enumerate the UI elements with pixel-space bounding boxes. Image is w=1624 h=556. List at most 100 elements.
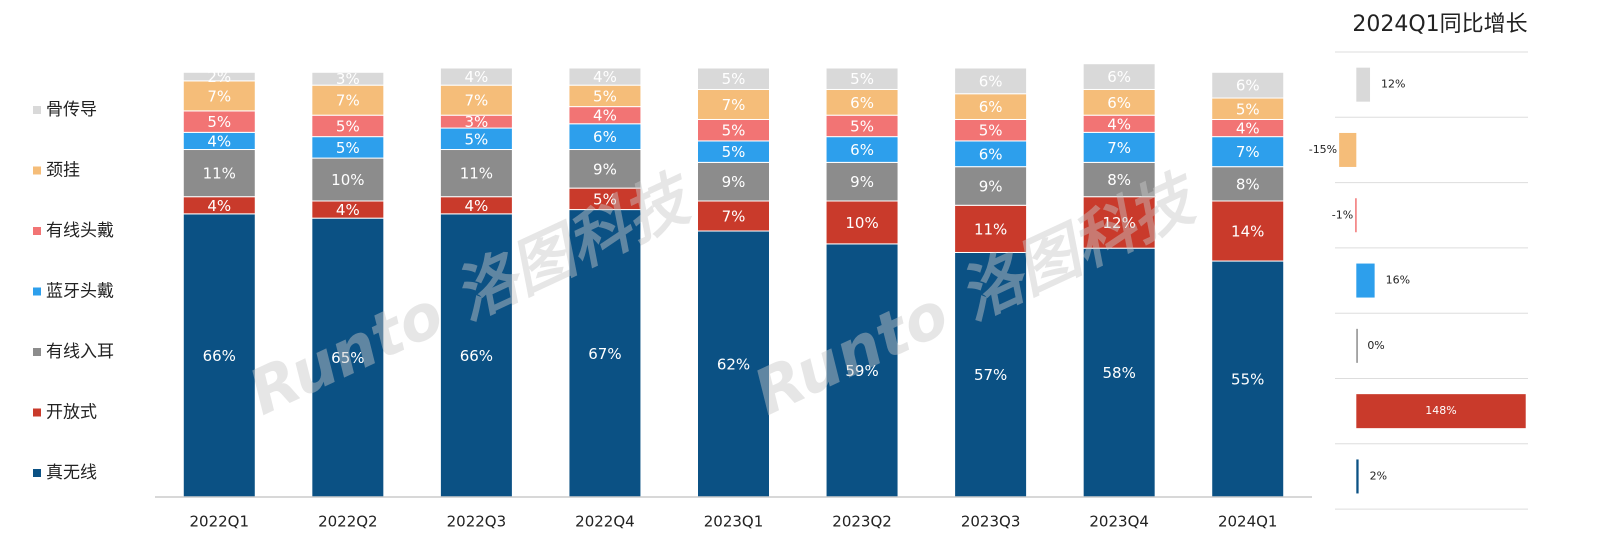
data-label: 3%: [336, 70, 360, 88]
legend-swatch: [33, 469, 41, 477]
data-label: 7%: [722, 96, 746, 114]
data-label: 5%: [850, 117, 874, 135]
legend-swatch: [33, 227, 41, 235]
legend-label: 真无线: [46, 463, 97, 483]
data-label: 4%: [336, 201, 360, 219]
bar-segment: [825, 200, 899, 245]
data-label: 6%: [1236, 77, 1260, 95]
legend-label: 开放式: [46, 403, 97, 423]
bar-segment: [311, 217, 385, 498]
legend-swatch: [33, 106, 41, 114]
x-tick-label: 2022Q4: [575, 513, 635, 531]
data-label: -15%: [1309, 143, 1337, 156]
legend-label: 有线头戴: [46, 221, 114, 241]
bar-segment: [954, 166, 1028, 206]
legend-swatch: [33, 166, 41, 175]
legend-swatch: [33, 348, 41, 356]
bar-segment: [1211, 71, 1285, 99]
data-label: 5%: [1236, 100, 1260, 118]
bar-segment: [439, 149, 513, 198]
data-label: 6%: [850, 94, 874, 112]
bar-segment: [1082, 131, 1156, 163]
data-label: 9%: [850, 173, 874, 191]
bar-segment: [311, 71, 385, 86]
legend-label: 有线入耳: [46, 342, 114, 362]
data-label: 55%: [1231, 371, 1264, 389]
data-label: 5%: [593, 190, 617, 208]
bar: [1356, 328, 1358, 363]
data-label: 66%: [203, 347, 236, 365]
data-label: 5%: [722, 70, 746, 88]
bar-segment: [1211, 166, 1285, 202]
data-label: 5%: [979, 122, 1003, 140]
data-label: 8%: [1107, 171, 1131, 189]
bar-segment: [568, 149, 642, 189]
data-label: 7%: [207, 87, 231, 105]
data-label: 5%: [722, 122, 746, 140]
bar-segment: [1082, 196, 1156, 249]
bar-segment: [439, 84, 513, 116]
data-label: 67%: [588, 345, 621, 363]
data-label: 4%: [207, 132, 231, 150]
legend-swatch: [33, 408, 41, 417]
data-label: 7%: [722, 208, 746, 226]
bar-segment: [954, 204, 1028, 253]
data-label: 10%: [331, 171, 364, 189]
data-label: 5%: [722, 143, 746, 161]
x-tick-label: 2022Q2: [318, 513, 378, 531]
bar: [1356, 459, 1359, 494]
bar-segment: [568, 209, 642, 498]
data-label: 9%: [722, 173, 746, 191]
data-label: 4%: [1107, 115, 1131, 133]
bar-segment: [697, 230, 770, 498]
data-label: -1%: [1332, 208, 1353, 221]
data-label: 4%: [464, 68, 488, 86]
bar-segment: [182, 71, 256, 82]
bar: [1356, 263, 1375, 298]
data-label: 6%: [850, 141, 874, 159]
data-label: 8%: [1236, 175, 1260, 193]
data-label: 148%: [1425, 404, 1456, 417]
data-label: 6%: [979, 98, 1003, 116]
data-label: 11%: [460, 165, 493, 183]
bar-segment: [825, 161, 899, 202]
data-label: 4%: [593, 107, 617, 125]
data-label: 7%: [1107, 139, 1131, 157]
bar: [1355, 198, 1357, 233]
bar-segment: [568, 67, 642, 86]
bar-segment: [439, 213, 513, 498]
bar-segment: [1082, 88, 1156, 116]
legend-label: 颈挂: [46, 161, 80, 181]
side-title: 2024Q1同比增长: [1352, 12, 1527, 37]
bar-segment: [954, 140, 1028, 168]
bar-segment: [697, 161, 770, 202]
bar-segment: [825, 67, 899, 90]
legend-swatch: [33, 287, 41, 296]
data-label: 66%: [460, 347, 493, 365]
bar-segment: [1082, 247, 1156, 498]
x-tick-label: 2022Q1: [190, 513, 250, 531]
data-label: 6%: [593, 128, 617, 146]
bar-segment: [954, 67, 1028, 95]
data-label: 58%: [1102, 364, 1135, 382]
data-label: 4%: [207, 197, 231, 215]
x-tick-label: 2023Q2: [832, 513, 892, 531]
x-tick-label: 2022Q3: [447, 513, 507, 531]
data-label: 7%: [464, 92, 488, 110]
data-label: 6%: [1107, 94, 1131, 112]
bar-segment: [1211, 200, 1285, 262]
bar-segment: [697, 88, 770, 120]
data-label: 62%: [717, 356, 750, 374]
x-tick-label: 2023Q3: [961, 513, 1021, 531]
data-label: 7%: [1236, 143, 1260, 161]
data-label: 12%: [1102, 214, 1135, 232]
data-label: 5%: [464, 130, 488, 148]
data-label: 3%: [464, 113, 488, 131]
bar: [1356, 394, 1526, 429]
data-label: 6%: [979, 72, 1003, 90]
bar-segment: [825, 88, 899, 116]
x-tick-label: 2023Q1: [704, 513, 764, 531]
data-label: 57%: [974, 366, 1007, 384]
bar-segment: [1082, 63, 1156, 90]
